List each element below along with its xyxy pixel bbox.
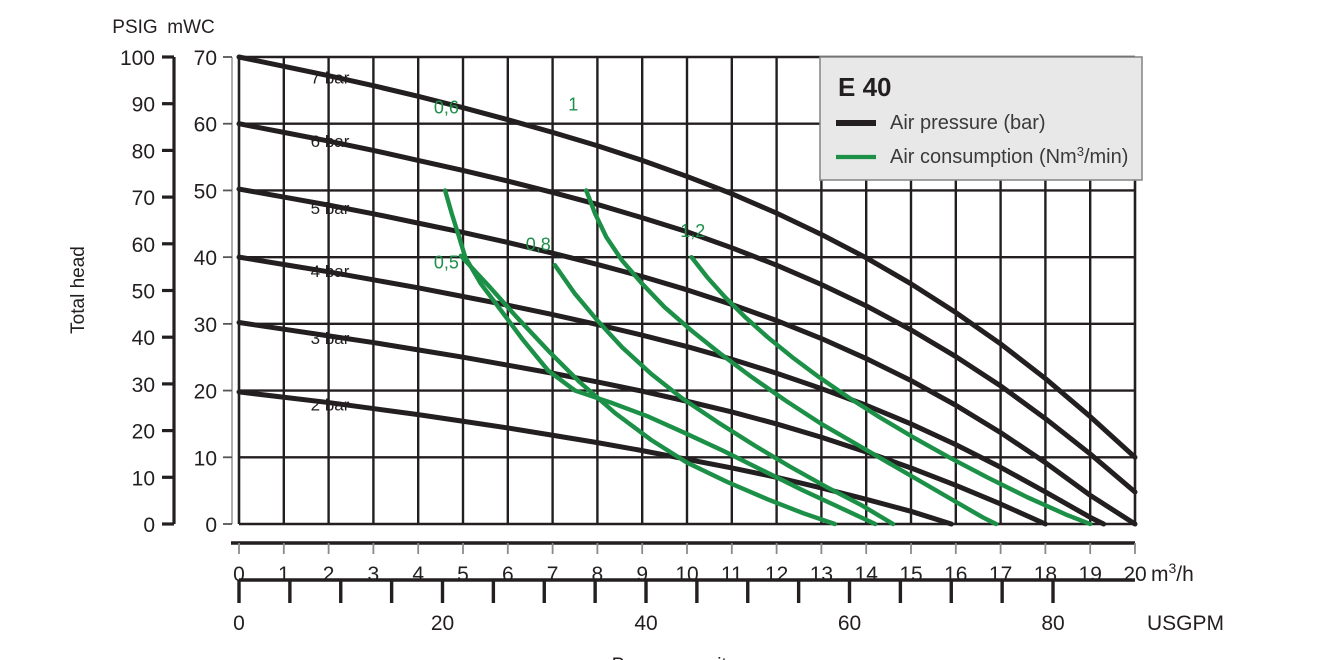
curve-label-1-2: 1,2 <box>680 221 705 241</box>
curve-label-0-6: 0,6 <box>434 98 459 118</box>
curve-3-bar <box>236 320 1048 527</box>
mwc-tick-label: 60 <box>194 114 217 137</box>
psig-tick-label: 60 <box>132 234 155 257</box>
mwc-tick-label: 10 <box>194 447 217 470</box>
psig-tick-label: 90 <box>132 94 155 117</box>
m3h-tick-label: 7 <box>547 563 559 586</box>
curve-0-8 <box>552 262 896 527</box>
m3h-tick-label: 8 <box>592 563 604 586</box>
m3h-tick-label: 20 <box>1123 563 1146 586</box>
usgpm-tick-label: 40 <box>634 612 657 635</box>
psig-unit-header: PSIG <box>112 17 157 38</box>
m3h-tick-label: 15 <box>899 563 922 586</box>
usgpm-tick-label: 20 <box>431 612 454 635</box>
curve-label-7-bar: 7 bar <box>311 69 350 88</box>
legend-box <box>819 56 1143 181</box>
curve-label-0-8: 0,8 <box>526 234 551 254</box>
curve-5-bar <box>236 186 1138 527</box>
curve-6-bar <box>236 121 1138 495</box>
m3h-unit-label: m3/h <box>1151 560 1194 586</box>
usgpm-tick-label: 0 <box>233 612 245 635</box>
psig-tick-label: 30 <box>132 374 155 397</box>
m3h-tick-label: 11 <box>721 563 743 586</box>
curve-label-6-bar: 6 bar <box>311 132 350 151</box>
y-axis-title: Total head <box>68 246 89 334</box>
legend-title: E 40 <box>838 72 892 102</box>
legend-item-label: Air pressure (bar) <box>890 112 1046 134</box>
m3h-tick-label: 1 <box>278 563 290 586</box>
m3h-tick-label: 0 <box>233 563 245 586</box>
curve-7-bar <box>236 54 1138 460</box>
mwc-tick-label: 40 <box>194 247 217 270</box>
curve-label-4-bar: 4 bar <box>311 262 350 281</box>
psig-tick-label: 40 <box>132 327 155 350</box>
curve-label-3-bar: 3 bar <box>311 329 350 348</box>
m3h-tick-label: 4 <box>412 563 424 586</box>
usgpm-tick-label: 60 <box>838 612 861 635</box>
psig-tick-label: 50 <box>132 281 155 304</box>
m3h-tick-label: 14 <box>855 563 879 586</box>
psig-tick-label: 100 <box>120 47 155 70</box>
curve-label-1: 1 <box>568 94 578 114</box>
m3h-tick-label: 2 <box>323 563 335 586</box>
usgpm-unit-label: USGPM <box>1147 612 1224 635</box>
m3h-tick-label: 6 <box>502 563 514 586</box>
m3h-tick-label: 3 <box>368 563 380 586</box>
mwc-tick-label: 20 <box>194 381 217 404</box>
psig-tick-label: 70 <box>132 187 155 210</box>
m3h-tick-label: 16 <box>944 563 967 586</box>
mwc-unit-header: mWC <box>167 17 214 38</box>
curve-4-bar <box>236 254 1107 527</box>
psig-tick-label: 20 <box>132 421 155 444</box>
curve-label-2-bar: 2 bar <box>311 396 350 415</box>
curve-1 <box>584 188 999 527</box>
m3h-tick-label: 12 <box>765 563 788 586</box>
legend-item-label: Air consumption (Nm3/min) <box>890 144 1128 169</box>
psig-tick-label: 80 <box>132 140 155 163</box>
x-axis-title: Pump capacity <box>612 655 737 660</box>
m3h-tick-label: 5 <box>457 563 469 586</box>
psig-tick-label: 0 <box>143 514 155 537</box>
m3h-tick-label: 10 <box>675 563 698 586</box>
curve-label-5-bar: 5 bar <box>311 199 350 218</box>
mwc-tick-label: 50 <box>194 180 217 203</box>
mwc-tick-label: 30 <box>194 314 217 337</box>
curve-label-0-5: 0,5 <box>434 252 459 272</box>
mwc-tick-label: 70 <box>194 47 217 70</box>
m3h-tick-label: 13 <box>810 563 833 586</box>
usgpm-tick-label: 80 <box>1041 612 1064 635</box>
mwc-tick-label: 0 <box>205 514 217 537</box>
curve-0-5 <box>458 253 838 527</box>
psig-tick-label: 10 <box>132 467 155 490</box>
curve-1-2 <box>689 254 1093 527</box>
curve-0-6 <box>442 188 878 527</box>
m3h-tick-label: 9 <box>636 563 648 586</box>
m3h-tick-label: 19 <box>1079 563 1102 586</box>
